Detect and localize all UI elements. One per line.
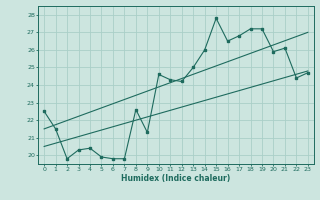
X-axis label: Humidex (Indice chaleur): Humidex (Indice chaleur) xyxy=(121,174,231,183)
